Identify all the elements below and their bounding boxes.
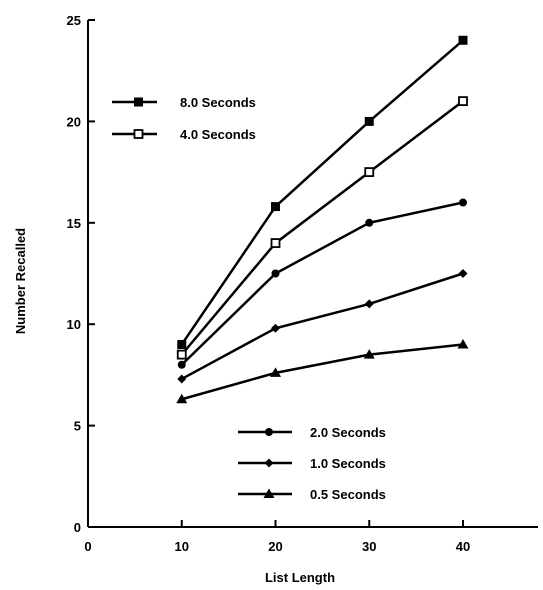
data-point — [270, 238, 281, 248]
data-point — [459, 198, 467, 207]
series-line — [180, 39, 464, 346]
legend-entry: 1.0 Seconds — [238, 456, 386, 471]
axes — [87, 20, 538, 528]
data-point — [365, 218, 374, 227]
series-0-5-seconds — [176, 338, 469, 404]
data-point — [458, 96, 468, 107]
series — [176, 35, 469, 404]
data-point — [364, 116, 374, 126]
data-point — [364, 299, 374, 309]
x-tick-label: 40 — [456, 539, 470, 554]
legend-entry: 4.0 Seconds — [112, 127, 256, 142]
legend-group-lower-right: 2.0 Seconds 1.0 Seconds 0.5 Seconds — [238, 425, 386, 502]
legend-marker — [134, 97, 143, 107]
y-tick-label: 20 — [67, 114, 81, 129]
data-point — [457, 338, 469, 349]
x-tick-label: 10 — [175, 539, 189, 554]
legend-label: 1.0 Seconds — [310, 456, 386, 471]
data-point — [176, 349, 187, 360]
legend-marker — [133, 129, 144, 139]
y-tick-label: 25 — [67, 13, 81, 28]
legend-marker — [264, 458, 274, 468]
data-point — [363, 349, 375, 359]
x-axis-title: List Length — [265, 570, 335, 585]
series-line — [180, 100, 464, 356]
series-line — [181, 272, 464, 381]
series-8-0-seconds — [177, 35, 468, 349]
legend-group-upper-left: 8.0 Seconds 4.0 Seconds — [112, 95, 256, 142]
y-tick-label: 10 — [67, 317, 81, 332]
data-point — [458, 35, 468, 45]
ticks: 0 5 10 15 20 25 0 10 20 30 40 — [67, 13, 471, 554]
series-2-0-seconds — [177, 198, 467, 369]
legend-marker — [265, 428, 273, 436]
legend-label: 4.0 Seconds — [180, 127, 256, 142]
data-point — [271, 202, 280, 212]
y-tick-label: 5 — [74, 419, 81, 434]
series-line — [180, 201, 464, 366]
data-point — [458, 269, 468, 278]
y-axis-title: Number Recalled — [13, 228, 28, 334]
x-tick-label: 0 — [84, 539, 91, 554]
legend-label: 0.5 Seconds — [310, 487, 386, 502]
y-tick-label: 0 — [74, 520, 81, 535]
legend-entry: 0.5 Seconds — [238, 487, 386, 502]
data-point — [364, 167, 375, 178]
data-point — [271, 269, 280, 278]
legend-marker — [263, 488, 275, 498]
series-1-0-seconds — [177, 269, 468, 384]
legend: 8.0 Seconds 4.0 Seconds 2.0 Seconds 1.0 Sec… — [112, 95, 386, 502]
data-point — [177, 374, 187, 384]
data-point — [176, 393, 188, 404]
series-4-0-seconds — [176, 96, 468, 360]
data-point — [177, 360, 186, 369]
data-point — [270, 367, 281, 377]
data-point — [271, 323, 280, 333]
legend-entry: 8.0 Seconds — [112, 95, 256, 110]
series-line — [181, 343, 464, 401]
legend-label: 2.0 Seconds — [310, 425, 386, 440]
data-point — [177, 339, 187, 349]
x-tick-label: 30 — [362, 539, 376, 554]
x-tick-label: 20 — [268, 539, 282, 554]
y-tick-label: 15 — [67, 216, 81, 231]
legend-label: 8.0 Seconds — [180, 95, 256, 110]
legend-entry: 2.0 Seconds — [238, 425, 386, 440]
